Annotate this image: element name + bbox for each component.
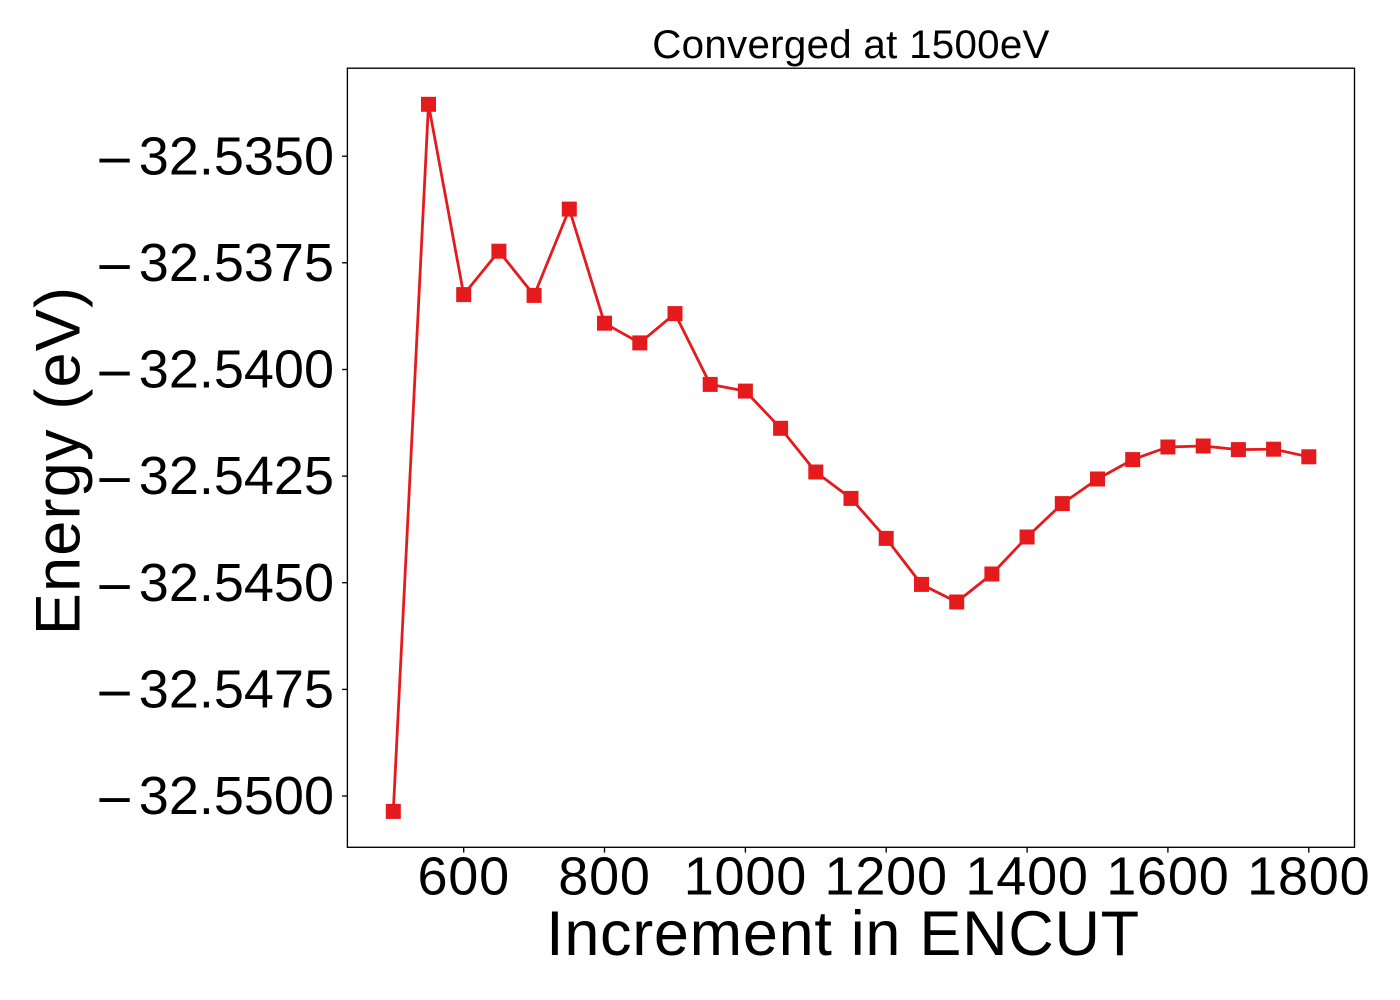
svg-text:Increment in ENCUT: Increment in ENCUT bbox=[546, 899, 1140, 969]
svg-text:−32.5475: −32.5475 bbox=[96, 660, 334, 724]
svg-text:1000: 1000 bbox=[684, 847, 807, 907]
svg-text:−32.5400: −32.5400 bbox=[96, 340, 334, 404]
svg-text:Converged at 1500eV: Converged at 1500eV bbox=[652, 22, 1049, 67]
svg-text:600: 600 bbox=[417, 847, 510, 907]
svg-text:−32.5350: −32.5350 bbox=[96, 126, 334, 190]
svg-text:1200: 1200 bbox=[825, 847, 948, 907]
svg-text:−32.5450: −32.5450 bbox=[96, 553, 334, 617]
svg-text:1600: 1600 bbox=[1106, 847, 1229, 907]
svg-text:800: 800 bbox=[558, 847, 651, 907]
svg-text:−32.5500: −32.5500 bbox=[96, 766, 334, 830]
svg-text:−32.5375: −32.5375 bbox=[96, 233, 334, 297]
svg-text:1800: 1800 bbox=[1247, 847, 1370, 907]
svg-text:1400: 1400 bbox=[965, 847, 1088, 907]
svg-text:Energy (eV): Energy (eV) bbox=[23, 286, 93, 635]
svg-text:−32.5425: −32.5425 bbox=[96, 446, 334, 510]
